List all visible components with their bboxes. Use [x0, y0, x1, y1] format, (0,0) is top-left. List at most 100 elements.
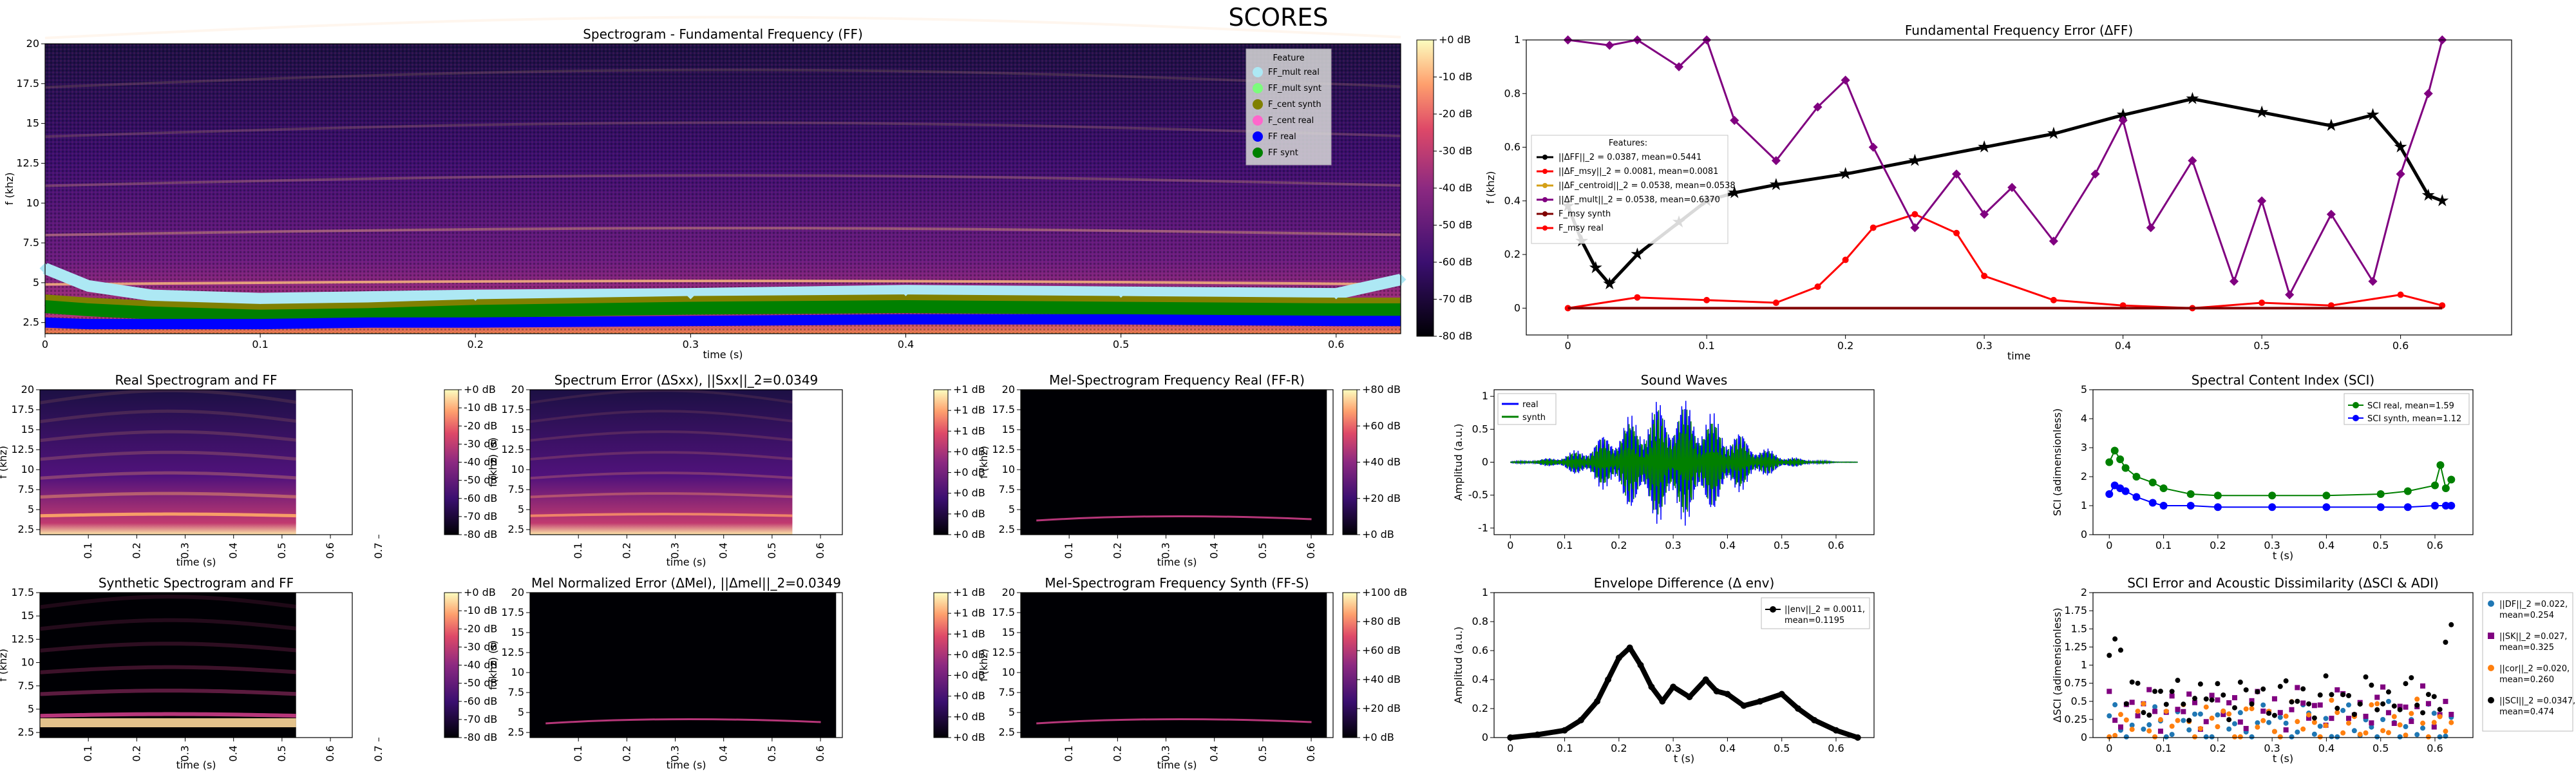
- scatter-marker: [2107, 734, 2112, 740]
- envelope-marker: [1615, 654, 1622, 662]
- x-tick-label: 0.2: [130, 745, 142, 761]
- series-marker: [2368, 276, 2378, 286]
- x-tick-label: 0.3: [179, 745, 191, 761]
- colorbar-label: +0 dB: [953, 690, 985, 702]
- mel-synth-panel: 0.1 0.2 0.3 0.4 0.5 0.6 2.5 5 7.5 10 12.5 15 17.5 20 M…: [978, 575, 1407, 771]
- x-tick-label: 0.1: [2155, 742, 2172, 754]
- x-axis-label: time (s): [176, 556, 216, 568]
- y-tick-label: 5: [2081, 383, 2087, 396]
- x-tick-label: 0.5: [766, 542, 778, 558]
- y-tick-label: 12.5: [992, 443, 1015, 455]
- y-tick-label: 0: [1482, 731, 1488, 743]
- series-marker: ★: [1976, 138, 1991, 157]
- x-tick-label: 0.4: [1719, 742, 1736, 754]
- scatter-marker: [2437, 734, 2443, 740]
- legend-marker: [2488, 665, 2494, 671]
- envelope-marker: [1534, 731, 1541, 738]
- legend-entry: FF synt: [1268, 148, 1298, 158]
- series-marker: [2121, 487, 2130, 495]
- colorbar-label: -60 dB: [1439, 256, 1472, 268]
- x-axis-label: t (s): [1674, 752, 1694, 765]
- series-marker: ★: [1838, 164, 1853, 184]
- scatter-marker: [2295, 729, 2300, 735]
- scatter-marker: [2283, 720, 2289, 726]
- scatter-marker: [2221, 708, 2226, 714]
- series-marker: [2257, 196, 2267, 205]
- series-marker: ★: [1908, 151, 1922, 170]
- harmonic-band: [39, 491, 296, 499]
- y-tick-label: 2.5: [508, 523, 524, 535]
- series-marker: [2447, 475, 2456, 484]
- colorbar-label: +0 dB: [464, 586, 496, 598]
- scatter-marker: [2123, 734, 2129, 740]
- series-marker: [1911, 211, 1918, 218]
- legend-box: [2344, 393, 2470, 425]
- y-tick-label: 0.6: [1504, 141, 1520, 153]
- legend-box: [2482, 592, 2573, 732]
- scatter-marker: [2351, 728, 2357, 734]
- scatter-marker: [2289, 734, 2295, 740]
- scatter-marker: [2374, 701, 2380, 707]
- colorbar-label: -20 dB: [464, 419, 497, 432]
- scatter-marker: [2135, 680, 2141, 686]
- series-marker: [1703, 296, 1710, 303]
- scatter-marker: [2129, 700, 2135, 705]
- legend-entry: ||ΔF_centroid||_2 = 0.0538, mean=0.0538: [1558, 181, 1736, 191]
- panel-title: Mel Normalized Error (ΔMel), ||Δmel||_2=…: [531, 575, 841, 591]
- harmonic-band: [39, 712, 296, 718]
- series-marker: [2397, 291, 2404, 298]
- series-marker: [2396, 169, 2405, 179]
- harmonic-band: [44, 15, 1401, 39]
- series-marker: [2376, 490, 2385, 498]
- x-tick-label: 0.3: [1976, 339, 1992, 352]
- legend-entry: ||SK||_2 =0.027,: [2499, 632, 2567, 642]
- x-tick-label: 0.4: [227, 745, 240, 761]
- scatter-marker: [2397, 703, 2403, 709]
- colorbar-label: +1 dB: [953, 404, 985, 416]
- scatter-marker: [2237, 734, 2243, 740]
- envelope-marker: [1811, 717, 1818, 723]
- harmonic-band: [39, 409, 297, 423]
- axes-frame: [529, 592, 843, 738]
- colorbar-label: -30 dB: [1439, 145, 1472, 157]
- x-tick-label: 0.3: [179, 542, 191, 558]
- scatter-marker: [2431, 711, 2437, 716]
- x-tick-label: 0.1: [2155, 539, 2172, 551]
- scatter-marker: [2283, 713, 2289, 719]
- scatter-marker: [2363, 730, 2369, 736]
- x-tick-label: 0.6: [814, 745, 826, 761]
- series-marker: [2105, 458, 2114, 466]
- sci-panel: 0 0.1 0.2 0.3 0.4 0.5 0.6 0 1 2 3 4 5 Spectral Conten…: [2051, 372, 2474, 562]
- x-tick-label: 0.4: [898, 338, 914, 350]
- y-tick-label: 4: [2081, 412, 2087, 425]
- scatter-marker: [2340, 730, 2346, 736]
- y-axis-label: ΔSCI (adimensionless): [2051, 607, 2063, 722]
- x-tick-label: 0.6: [1328, 338, 1344, 350]
- scatter-marker: [2385, 689, 2391, 695]
- legend-entry: F_msy synth: [1558, 209, 1611, 219]
- legend-marker: [1253, 148, 1263, 158]
- axes-frame: [2092, 592, 2474, 738]
- colorbar-label: -50 dB: [464, 677, 497, 689]
- legend-marker: [1542, 211, 1548, 216]
- x-tick-label: 0.6: [1305, 542, 1317, 558]
- series-marker: [2213, 491, 2222, 500]
- y-tick-label: 1.75: [2064, 604, 2087, 616]
- scatter-marker: [2374, 734, 2380, 740]
- heatmap-background: [1021, 390, 1327, 535]
- scatter-marker: [2329, 734, 2334, 740]
- scatter-marker: [2340, 692, 2346, 698]
- y-tick-label: -1: [1478, 522, 1488, 534]
- scatter-marker: [2397, 707, 2403, 712]
- scatter-marker: [2306, 712, 2312, 718]
- x-tick-label: 0.2: [2210, 539, 2226, 551]
- y-tick-label: 15: [511, 626, 524, 638]
- series-marker: ★: [1727, 183, 1742, 202]
- legend-title: Feature: [1273, 53, 1304, 63]
- colorbar-label: +0 dB: [953, 508, 985, 520]
- envelope-marker: [1670, 683, 1677, 691]
- y-tick-label: 0.4: [1504, 195, 1520, 207]
- x-tick-label: 0.3: [2264, 539, 2280, 551]
- scatter-marker: [2260, 718, 2266, 723]
- panel-title: Spectrum Error (ΔSxx), ||Sxx||_2=0.0349: [554, 372, 819, 388]
